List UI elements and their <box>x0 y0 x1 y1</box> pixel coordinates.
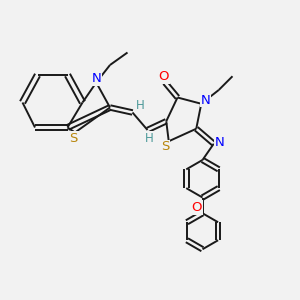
Text: N: N <box>92 72 101 85</box>
Text: O: O <box>158 70 169 83</box>
Text: O: O <box>192 201 202 214</box>
Text: N: N <box>201 94 211 106</box>
Text: S: S <box>161 140 169 153</box>
Text: H: H <box>144 131 153 145</box>
Text: N: N <box>214 136 224 149</box>
Text: H: H <box>136 99 144 112</box>
Text: S: S <box>70 131 78 145</box>
